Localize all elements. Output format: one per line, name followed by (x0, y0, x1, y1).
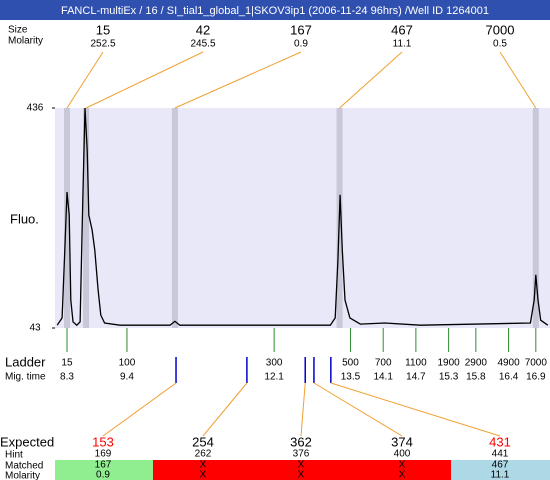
peak-size: 42 (196, 22, 210, 37)
ladder-time: 16.4 (499, 372, 519, 383)
ladder-size: 2900 (465, 358, 488, 369)
size-label: Size (8, 25, 28, 36)
molarity-value: X (200, 470, 207, 480)
ladder-size: 300 (266, 358, 283, 369)
match-band (153, 460, 252, 480)
expected-value: 374 (391, 434, 413, 449)
matched-value: X (298, 460, 305, 471)
peak-size: 167 (290, 22, 312, 37)
peak-molarity: 11.1 (393, 39, 412, 50)
expected-connector (202, 382, 248, 437)
molarity-value: 0.9 (96, 470, 110, 480)
ladder-size: 500 (342, 358, 359, 369)
expected-value: 153 (92, 434, 114, 449)
molarity-label: Molarity (8, 36, 43, 47)
expected-connector (102, 382, 177, 437)
match-band (451, 460, 550, 480)
peak-molarity: 245.5 (190, 39, 215, 50)
ladder-time: 14.7 (406, 372, 426, 383)
peak-size: 467 (391, 22, 413, 37)
hint-value: 262 (195, 449, 212, 460)
peak-band (532, 108, 539, 328)
molarity-label-bottom: Molarity (5, 471, 40, 480)
ladder-time: 13.5 (341, 372, 361, 383)
expected-connector (300, 382, 306, 437)
peak-band (83, 108, 90, 328)
molarity-value: X (399, 470, 406, 480)
molarity-value: 11.1 (491, 470, 510, 480)
ladder-size: 1900 (437, 358, 460, 369)
peak-band (171, 108, 178, 328)
matched-value: 467 (492, 460, 509, 471)
plot-area (55, 108, 550, 328)
matched-value: 167 (95, 460, 112, 471)
ladder-time: 15.3 (439, 372, 459, 383)
expected-value: 254 (192, 434, 214, 449)
peak-connector (339, 51, 403, 109)
peak-connector (499, 51, 537, 109)
peak-connector (85, 51, 204, 109)
match-band (351, 460, 451, 480)
ladder-size: 700 (375, 358, 392, 369)
ladder-time: 9.4 (120, 372, 134, 383)
peak-size: 7000 (486, 22, 515, 37)
ladder-time: 12.1 (264, 372, 284, 383)
hint-value: 441 (492, 449, 509, 460)
peak-molarity: 0.9 (294, 39, 308, 50)
peak-molarity: 0.5 (493, 39, 507, 50)
peak-size: 15 (96, 22, 110, 37)
match-band (55, 460, 153, 480)
match-band (252, 460, 351, 480)
hint-value: 169 (95, 449, 112, 460)
ladder-time: 15.8 (466, 372, 486, 383)
matched-value: X (399, 460, 406, 471)
ladder-size: 1100 (405, 358, 427, 369)
title-bar (0, 0, 550, 20)
ladder-size: 15 (61, 358, 73, 369)
matched-value: X (200, 460, 207, 471)
peak-molarity: 252.5 (90, 39, 115, 50)
expected-value: 362 (290, 434, 312, 449)
peak-connector (174, 51, 302, 109)
expected-connector (313, 382, 403, 437)
trace (56, 107, 549, 327)
peak-connector (66, 51, 104, 109)
hint-value: 376 (293, 449, 310, 460)
ladder-size: 4900 (497, 358, 520, 369)
chart-title: FANCL-multiEx / 16 / SI_tial1_global_1|S… (61, 5, 489, 17)
expected-connector (330, 382, 501, 437)
expected-label: Expected (0, 434, 54, 449)
ladder-label: Ladder (5, 354, 46, 369)
y-tick-label: 43 (29, 323, 41, 334)
y-label: Fluo. (10, 211, 39, 226)
hint-label: Hint (5, 450, 23, 461)
ladder-size: 7000 (525, 358, 548, 369)
ladder-time: 16.9 (526, 372, 546, 383)
mig-time-label: Mig. time (5, 372, 46, 383)
peak-band (63, 108, 70, 328)
matched-label: Matched (5, 461, 43, 472)
ladder-size: 100 (119, 358, 136, 369)
ladder-time: 14.1 (373, 372, 393, 383)
hint-value: 400 (394, 449, 411, 460)
expected-value: 431 (489, 434, 511, 449)
molarity-value: X (298, 470, 305, 480)
ladder-time: 8.3 (60, 372, 74, 383)
y-tick-label: 436 (27, 103, 44, 114)
